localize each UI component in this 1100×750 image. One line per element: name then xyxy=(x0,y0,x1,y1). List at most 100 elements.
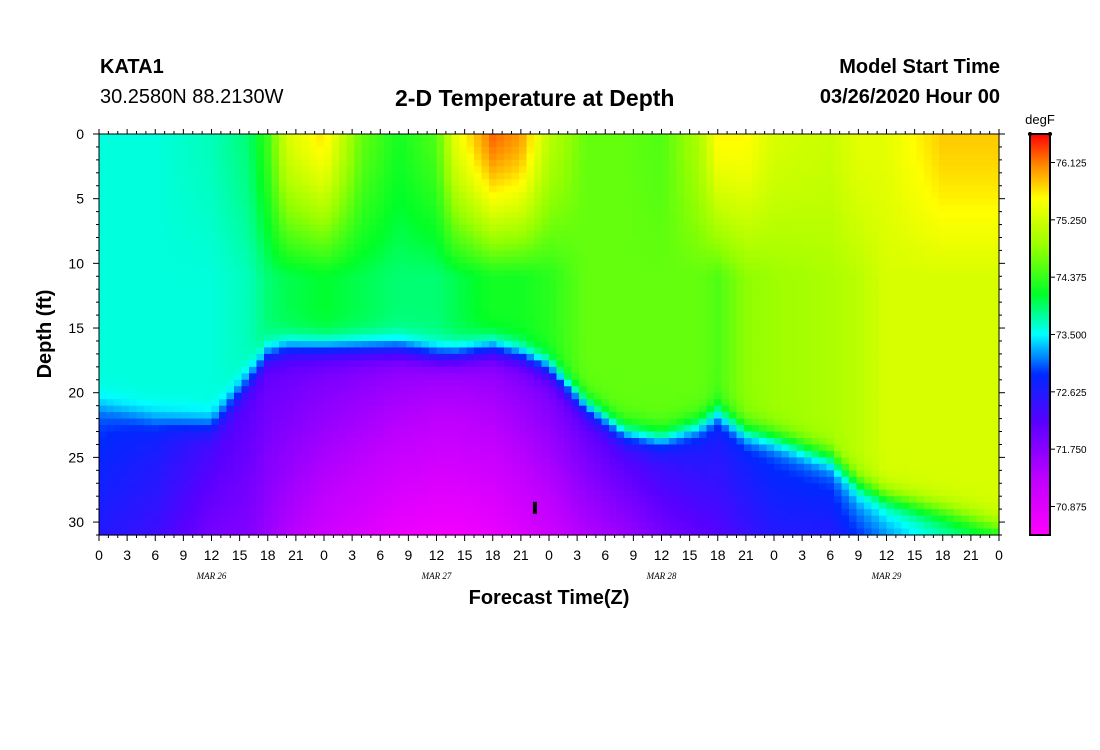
heatmap-cell xyxy=(309,256,318,264)
heatmap-cell xyxy=(391,340,400,349)
heatmap-cell xyxy=(646,360,655,368)
heatmap-cell xyxy=(279,366,288,374)
heatmap-cell xyxy=(429,334,438,342)
heatmap-cell xyxy=(166,146,175,155)
heatmap-cell xyxy=(414,360,423,368)
heatmap-cell xyxy=(399,373,408,381)
heatmap-cell xyxy=(459,308,468,316)
heatmap-cell xyxy=(369,476,378,484)
heatmap-cell xyxy=(444,192,453,200)
heatmap-cell xyxy=(661,218,670,226)
heatmap-cell xyxy=(271,289,280,297)
heatmap-cell xyxy=(556,269,565,277)
heatmap-cell xyxy=(279,166,288,174)
heatmap-cell xyxy=(646,470,655,478)
heatmap-cell xyxy=(406,192,415,200)
heatmap-cell xyxy=(519,218,528,226)
heatmap-cell xyxy=(309,159,318,167)
heatmap-cell xyxy=(579,353,588,361)
heatmap-cell xyxy=(526,509,535,517)
heatmap-cell xyxy=(166,321,175,329)
heatmap-cell xyxy=(346,470,355,478)
heatmap-cell xyxy=(196,457,205,465)
heatmap-cell xyxy=(234,302,243,310)
heatmap-cell xyxy=(421,192,430,200)
heatmap-cell xyxy=(211,379,220,387)
heatmap-cell xyxy=(571,437,580,446)
heatmap-cell xyxy=(676,315,685,323)
heatmap-cell xyxy=(684,522,693,530)
heatmap-cell xyxy=(519,509,528,517)
heatmap-cell xyxy=(189,360,198,368)
heatmap-cell xyxy=(541,282,550,290)
heatmap-cell xyxy=(331,308,340,316)
heatmap-cell xyxy=(676,224,685,232)
heatmap-cell xyxy=(466,457,475,465)
heatmap-cell xyxy=(114,243,123,252)
heatmap-cell xyxy=(631,476,640,484)
heatmap-cell xyxy=(346,444,355,452)
heatmap-cell xyxy=(144,386,153,394)
heatmap-cell xyxy=(639,379,648,387)
heatmap-cell xyxy=(324,334,333,342)
heatmap-cell xyxy=(301,515,310,523)
heatmap-cell xyxy=(481,328,490,336)
heatmap-cell xyxy=(324,379,333,387)
heatmap-cell xyxy=(414,463,423,471)
heatmap-cell xyxy=(234,437,243,446)
heatmap-cell xyxy=(609,450,618,458)
heatmap-cell xyxy=(691,412,700,420)
heatmap-cell xyxy=(129,360,138,368)
heatmap-cell xyxy=(316,386,325,394)
heatmap-cell xyxy=(346,289,355,297)
heatmap-cell xyxy=(211,412,220,420)
heatmap-cell xyxy=(159,282,168,290)
heatmap-cell xyxy=(196,153,205,161)
heatmap-cell xyxy=(594,276,603,284)
heatmap-cell xyxy=(549,166,558,174)
heatmap-cell xyxy=(616,515,625,523)
heatmap-cell xyxy=(406,179,415,187)
heatmap-cell xyxy=(204,256,213,264)
heatmap-cell xyxy=(294,412,303,420)
heatmap-cell xyxy=(151,328,160,336)
heatmap-cell xyxy=(196,192,205,200)
heatmap-cell xyxy=(421,302,430,310)
heatmap-cell xyxy=(451,334,460,342)
heatmap-cell xyxy=(639,308,648,316)
heatmap-cell xyxy=(489,489,498,497)
heatmap-cell xyxy=(181,166,190,174)
heatmap-cell xyxy=(414,437,423,446)
heatmap-cell xyxy=(451,386,460,394)
heatmap-cell xyxy=(234,418,243,426)
heatmap-cell xyxy=(444,263,453,271)
heatmap-cell xyxy=(549,263,558,271)
heatmap-cell xyxy=(459,353,468,361)
heatmap-cell xyxy=(654,308,663,316)
heatmap-cell xyxy=(114,392,123,400)
heatmap-cell xyxy=(601,308,610,316)
heatmap-cell xyxy=(556,489,565,497)
heatmap-cell xyxy=(466,405,475,413)
heatmap-cell xyxy=(534,295,543,303)
heatmap-cell xyxy=(571,457,580,465)
heatmap-cell xyxy=(459,276,468,284)
heatmap-cell xyxy=(129,315,138,323)
heatmap-cell xyxy=(144,231,153,239)
heatmap-cell xyxy=(481,340,490,349)
heatmap-cell xyxy=(564,315,573,323)
heatmap-cell xyxy=(601,502,610,510)
heatmap-cell xyxy=(496,418,505,426)
heatmap-cell xyxy=(429,347,438,355)
heatmap-cell xyxy=(534,185,543,193)
heatmap-cell xyxy=(669,153,678,161)
heatmap-cell xyxy=(631,276,640,284)
heatmap-cell xyxy=(579,347,588,355)
heatmap-cell xyxy=(256,476,265,484)
heatmap-cell xyxy=(444,353,453,361)
heatmap-cell xyxy=(511,192,520,200)
heatmap-cell xyxy=(436,218,445,226)
heatmap-cell xyxy=(151,366,160,374)
heatmap-cell xyxy=(564,509,573,517)
heatmap-cell xyxy=(279,224,288,232)
